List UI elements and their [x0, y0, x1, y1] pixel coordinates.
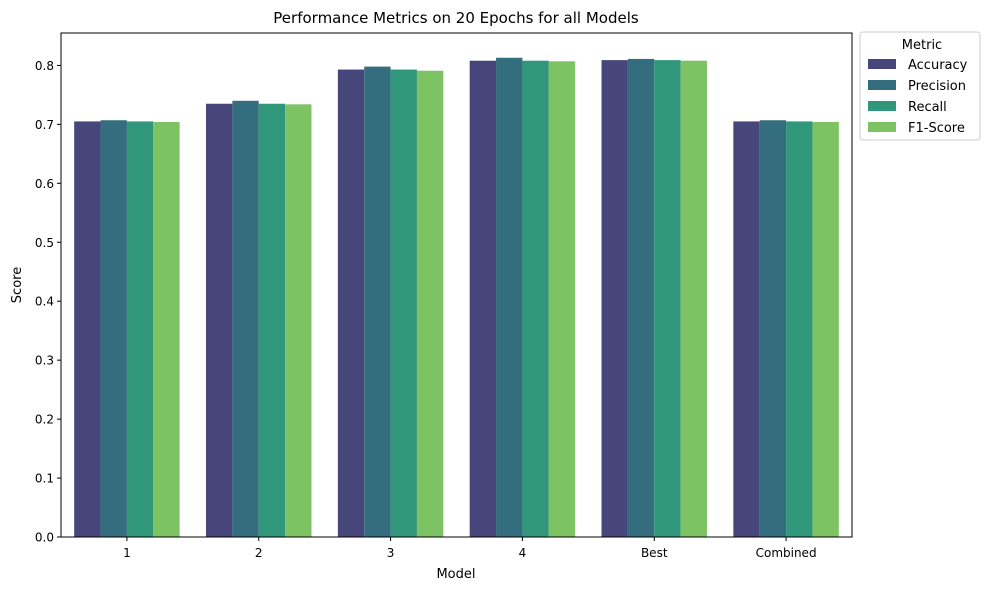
legend-swatch	[868, 59, 896, 69]
x-tick-label: Combined	[756, 546, 817, 560]
bar-f1-score-combined	[812, 122, 839, 537]
y-tick-label: 0.6	[35, 177, 54, 191]
bar-accuracy-3	[337, 69, 365, 538]
legend-label: Accuracy	[908, 58, 968, 73]
y-tick-label: 0.0	[35, 531, 54, 545]
legend-title: Metric	[902, 38, 942, 53]
y-tick-label: 0.5	[35, 236, 54, 250]
x-axis: 1 2 3 4 Best Combined	[123, 537, 817, 560]
x-tick-label: 3	[387, 546, 395, 560]
bar-recall-3	[390, 69, 417, 538]
bar-accuracy-best	[601, 60, 628, 538]
x-axis-label: Model	[436, 567, 475, 582]
bar-recall-1	[126, 121, 154, 537]
bar-precision-combined	[759, 120, 787, 538]
legend-label: Precision	[908, 79, 966, 94]
bar-accuracy-2	[206, 103, 233, 537]
bar-accuracy-4	[469, 60, 497, 537]
bar-accuracy-1	[74, 121, 101, 537]
bar-recall-combined	[786, 121, 813, 537]
bar-f1-score-3	[416, 70, 444, 537]
bars-layer	[74, 57, 839, 538]
bar-f1-score-1	[153, 122, 180, 537]
y-tick-label: 0.4	[35, 295, 54, 309]
chart-title: Performance Metrics on 20 Epochs for all…	[273, 9, 639, 27]
bar-precision-2	[232, 100, 259, 537]
y-tick-label: 0.3	[35, 354, 54, 368]
bar-f1-score-4	[548, 61, 576, 537]
y-axis: 0.0 0.1 0.2 0.3 0.4 0.5 0.6 0.7 0.8	[35, 59, 61, 545]
legend: Metric Accuracy Precision Recall F1-Score	[859, 31, 981, 141]
legend-swatch	[868, 122, 896, 132]
x-tick-label: 1	[123, 546, 131, 560]
y-tick-label: 0.1	[35, 472, 54, 486]
bar-precision-4	[496, 57, 523, 537]
bar-precision-1	[100, 120, 127, 538]
x-tick-label: 2	[255, 546, 263, 560]
plot-frame	[60, 32, 853, 538]
y-tick-label: 0.7	[35, 118, 54, 132]
bar-accuracy-combined	[733, 121, 760, 537]
legend-swatch	[868, 101, 896, 111]
bar-recall-4	[522, 60, 549, 537]
bar-precision-best	[627, 58, 655, 538]
bar-recall-best	[654, 60, 681, 538]
legend-swatch	[868, 80, 896, 90]
bar-f1-score-2	[285, 104, 312, 537]
x-tick-label: Best	[641, 546, 668, 560]
bar-f1-score-best	[680, 60, 707, 537]
legend-label: F1-Score	[908, 121, 965, 136]
x-tick-label: 4	[519, 546, 527, 560]
bar-recall-2	[258, 103, 286, 537]
bar-precision-3	[364, 66, 391, 537]
legend-label: Recall	[908, 100, 947, 115]
y-tick-label: 0.8	[35, 59, 54, 73]
legend-items: Accuracy Precision Recall F1-Score	[868, 58, 968, 136]
y-tick-label: 0.2	[35, 413, 54, 427]
y-axis-label: Score	[10, 267, 25, 303]
